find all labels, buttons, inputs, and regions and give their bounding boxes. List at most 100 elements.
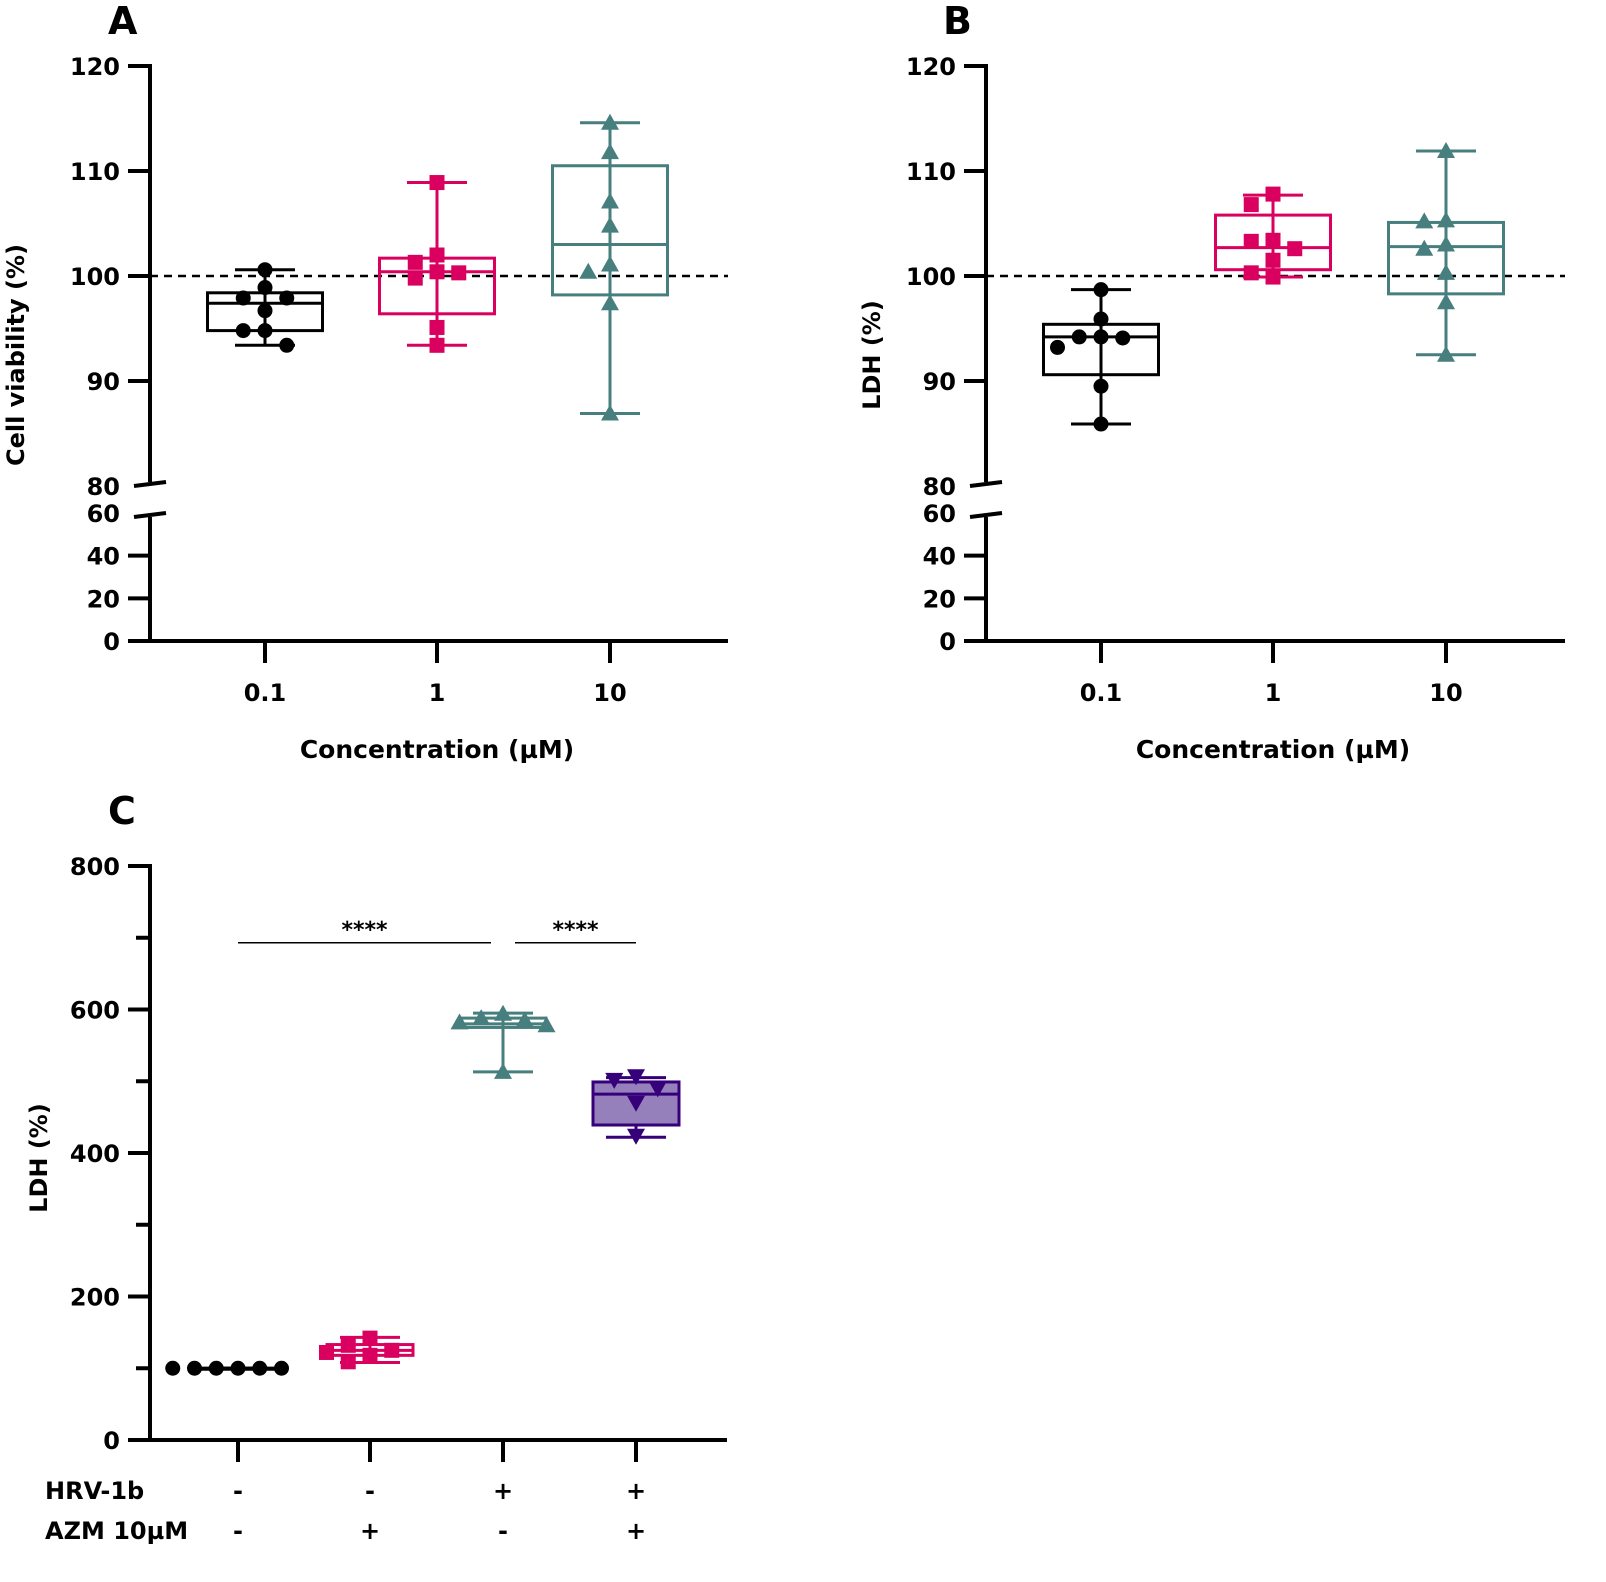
- data-point-triangle: [1437, 263, 1455, 280]
- data-point-triangle: [472, 1009, 491, 1026]
- panel-b-y-tick-label: 40: [923, 543, 956, 571]
- panel-label-a: A: [108, 0, 138, 43]
- data-point-circle: [1093, 378, 1109, 394]
- data-point-circle: [257, 280, 273, 296]
- panel-label-b: B: [943, 0, 972, 43]
- data-point-triangle: [601, 255, 619, 272]
- panel-b-x-tick-label: 1: [1265, 679, 1282, 707]
- panel-c-hrv-condition: +: [626, 1477, 646, 1505]
- data-point-square: [340, 1354, 356, 1370]
- panel-b-axis-break: [969, 480, 1003, 488]
- data-point-square: [1243, 265, 1259, 281]
- panel-a-y-tick-label: 80: [87, 473, 120, 501]
- panel-b-x-axis-title: Concentration (µM): [1136, 735, 1410, 764]
- panel-c-y-tick-label: 600: [70, 997, 120, 1025]
- panel-a-y-tick-label: 40: [87, 543, 120, 571]
- data-point-square: [1265, 269, 1281, 285]
- panel-a-x-tick-label: 0.1: [244, 679, 287, 707]
- data-point-square: [407, 254, 423, 270]
- data-point-square: [429, 247, 445, 263]
- data-point-triangle: [601, 404, 619, 421]
- data-point-circle: [274, 1360, 289, 1376]
- panel-b-y-tick-label: 120: [906, 53, 956, 81]
- panel-b-x-tick-label: 10: [1429, 679, 1462, 707]
- data-point-triangle: [1437, 345, 1455, 362]
- panel-a-y-tick-label: 120: [70, 53, 120, 81]
- panel-a-x-tick-label: 1: [429, 679, 446, 707]
- box-iqr: [591, 1080, 681, 1127]
- data-point-circle: [235, 323, 251, 339]
- data-point-circle: [187, 1360, 202, 1376]
- panel-b-y-tick-label: 100: [906, 263, 956, 291]
- panel-c-hrv-condition: -: [233, 1477, 243, 1505]
- panel-b-axis-break: [969, 511, 1003, 519]
- panel-c-azm-condition: +: [626, 1517, 646, 1545]
- data-point-circle: [1071, 329, 1087, 345]
- panel-b-box-2: [1387, 142, 1505, 362]
- data-point-square: [1243, 197, 1259, 213]
- panel-c-y-tick-label: 0: [103, 1427, 120, 1455]
- data-point-circle: [1093, 311, 1109, 327]
- data-point-circle: [279, 290, 295, 306]
- panel-a-box-0: [206, 262, 324, 353]
- data-point-circle: [235, 290, 251, 306]
- data-point-triangle: [601, 143, 619, 160]
- data-point-square: [1265, 252, 1281, 268]
- panel-b-y-tick-label: 110: [906, 158, 956, 186]
- data-point-circle: [230, 1360, 246, 1376]
- data-point-circle: [1093, 416, 1109, 432]
- panel-c-plot: [128, 864, 727, 1462]
- panel-a-box-1: [378, 175, 496, 353]
- data-point-triangle: [601, 294, 619, 311]
- data-point-circle: [257, 323, 273, 339]
- data-point-square: [429, 264, 445, 280]
- data-point-triangle: [601, 113, 619, 130]
- panel-b-box-1: [1214, 186, 1332, 285]
- panel-c-box-0: [165, 1360, 289, 1376]
- panel-b-y-tick-label: 20: [923, 585, 956, 613]
- data-point-square: [319, 1344, 334, 1360]
- data-point-triangle-down: [627, 1095, 645, 1112]
- row-label-hrv: HRV-1b: [45, 1477, 144, 1505]
- box-iqr: [1387, 220, 1505, 296]
- data-point-square: [1243, 233, 1259, 249]
- panel-b-y-axis-title: LDH (%): [858, 300, 886, 410]
- data-point-triangle: [515, 1011, 534, 1028]
- panel-b-y-tick-label: 0: [939, 628, 956, 656]
- panel-c-significance-label: ****: [341, 918, 388, 943]
- panel-a-y-tick-label: 20: [87, 585, 120, 613]
- panel-a-y-tick-label: 60: [87, 500, 120, 528]
- panel-b-box-0: [1042, 282, 1160, 432]
- panel-c-hrv-condition: +: [493, 1477, 513, 1505]
- data-point-square: [362, 1347, 378, 1363]
- data-point-triangle: [1415, 212, 1434, 229]
- panel-c-hrv-condition: -: [365, 1477, 375, 1505]
- data-point-triangle: [601, 216, 619, 233]
- data-point-square: [407, 270, 423, 286]
- data-point-triangle: [450, 1013, 469, 1030]
- data-point-square: [1287, 241, 1303, 257]
- data-point-triangle: [494, 1062, 512, 1079]
- data-point-square: [1265, 186, 1281, 202]
- data-point-triangle: [1415, 239, 1434, 256]
- data-point-triangle: [579, 262, 598, 279]
- data-point-square: [1265, 232, 1281, 248]
- data-point-square: [429, 337, 445, 353]
- panel-c-box-3: [591, 1069, 681, 1145]
- panel-a-y-tick-label: 90: [87, 368, 120, 396]
- data-point-circle: [257, 262, 273, 278]
- data-point-triangle: [537, 1016, 556, 1033]
- data-point-triangle: [1437, 142, 1455, 159]
- panel-label-c: C: [108, 789, 136, 833]
- panel-a-y-tick-label: 100: [70, 263, 120, 291]
- panel-c-y-tick-label: 400: [70, 1140, 120, 1168]
- panel-a-axis-break: [133, 511, 167, 519]
- panel-c-y-tick-label: 200: [70, 1284, 120, 1312]
- panel-a-plot: [128, 64, 728, 663]
- panel-b-x-tick-label: 0.1: [1080, 679, 1123, 707]
- panel-b-y-tick-label: 80: [923, 473, 956, 501]
- data-point-circle: [1050, 339, 1065, 355]
- panel-a-axis-break: [133, 480, 167, 488]
- data-point-circle: [279, 337, 295, 353]
